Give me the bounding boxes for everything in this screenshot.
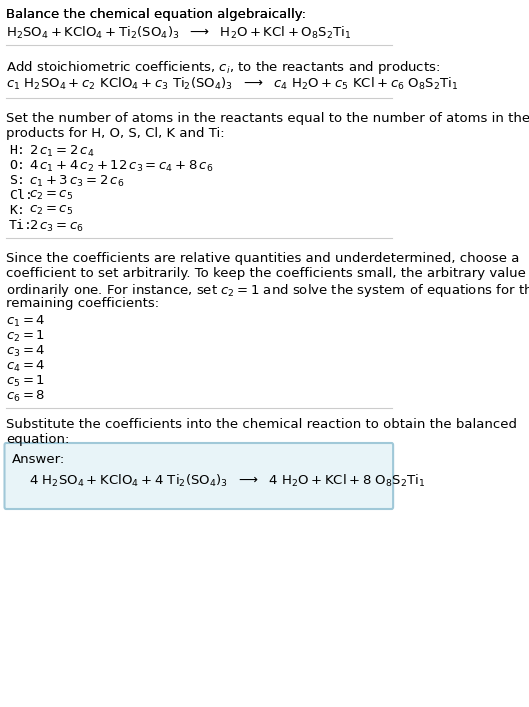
- Text: $c_4 = 4$: $c_4 = 4$: [6, 359, 45, 374]
- Text: Balance the chemical equation algebraically:: Balance the chemical equation algebraica…: [6, 8, 306, 21]
- Text: $4\,c_1 + 4\,c_2 + 12\,c_3 = c_4 + 8\,c_6$: $4\,c_1 + 4\,c_2 + 12\,c_3 = c_4 + 8\,c_…: [29, 159, 213, 174]
- Text: $c_6 = 8$: $c_6 = 8$: [6, 389, 45, 404]
- Text: $4\ \mathregular{H_2SO_4} + \mathregular{KClO_4} + 4\ \mathregular{Ti_2(SO_4)_3}: $4\ \mathregular{H_2SO_4} + \mathregular…: [29, 473, 425, 489]
- Text: $c_2 = c_5$: $c_2 = c_5$: [29, 204, 72, 217]
- Text: Answer:: Answer:: [12, 453, 65, 466]
- Text: products for H, O, S, Cl, K and Ti:: products for H, O, S, Cl, K and Ti:: [6, 127, 225, 140]
- Text: $c_2 = 1$: $c_2 = 1$: [6, 329, 45, 344]
- Text: ordinarily one. For instance, set $c_2 = 1$ and solve the system of equations fo: ordinarily one. For instance, set $c_2 =…: [6, 282, 529, 299]
- Text: Cl:: Cl:: [9, 189, 33, 202]
- Text: Add stoichiometric coefficients, $c_i$, to the reactants and products:: Add stoichiometric coefficients, $c_i$, …: [6, 59, 440, 76]
- Text: Balance the chemical equation algebraically:: Balance the chemical equation algebraica…: [6, 8, 306, 21]
- Text: Ti:: Ti:: [9, 219, 33, 232]
- Text: $\mathregular{H_2SO_4 + KClO_4 + Ti_2(SO_4)_3 \ \ {\longrightarrow} \ \ H_2O + K: $\mathregular{H_2SO_4 + KClO_4 + Ti_2(SO…: [6, 25, 351, 41]
- Text: Since the coefficients are relative quantities and underdetermined, choose a: Since the coefficients are relative quan…: [6, 252, 519, 265]
- Text: remaining coefficients:: remaining coefficients:: [6, 297, 159, 310]
- FancyBboxPatch shape: [5, 443, 393, 509]
- Text: coefficient to set arbitrarily. To keep the coefficients small, the arbitrary va: coefficient to set arbitrarily. To keep …: [6, 267, 529, 280]
- Text: $2\,c_3 = c_6$: $2\,c_3 = c_6$: [29, 219, 84, 234]
- Text: K:: K:: [9, 204, 25, 217]
- Text: $c_1 = 4$: $c_1 = 4$: [6, 314, 45, 329]
- Text: S:: S:: [9, 174, 25, 187]
- Text: Substitute the coefficients into the chemical reaction to obtain the balanced: Substitute the coefficients into the che…: [6, 418, 517, 431]
- Text: equation:: equation:: [6, 433, 69, 446]
- Text: $c_5 = 1$: $c_5 = 1$: [6, 374, 45, 389]
- Text: Set the number of atoms in the reactants equal to the number of atoms in the: Set the number of atoms in the reactants…: [6, 112, 529, 125]
- Text: $c_2 = c_5$: $c_2 = c_5$: [29, 189, 72, 202]
- Text: $c_3 = 4$: $c_3 = 4$: [6, 344, 45, 359]
- Text: H:: H:: [9, 144, 25, 157]
- Text: O:: O:: [9, 159, 25, 172]
- Text: $2\,c_1 = 2\,c_4$: $2\,c_1 = 2\,c_4$: [29, 144, 94, 159]
- Text: $c_1 + 3\,c_3 = 2\,c_6$: $c_1 + 3\,c_3 = 2\,c_6$: [29, 174, 124, 189]
- Text: $c_1\ \mathregular{H_2SO_4} + c_2\ \mathregular{KClO_4} + c_3\ \mathregular{Ti_2: $c_1\ \mathregular{H_2SO_4} + c_2\ \math…: [6, 76, 459, 92]
